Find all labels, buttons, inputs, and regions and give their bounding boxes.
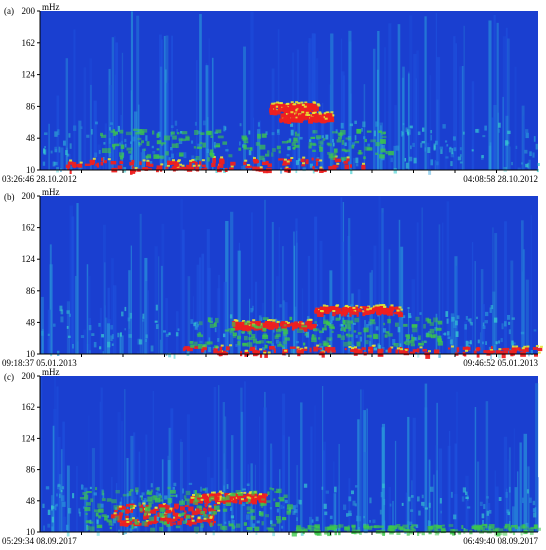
feature-green-2 [79,486,293,532]
start-time: 03:26:46 28.10.2012 [2,174,77,184]
y-tick-label: 48 [26,317,36,327]
feature-red-0 [314,304,404,318]
start-time: 05:29:34 08.09.2017 [2,536,77,546]
panel-label: (b) [4,192,15,202]
panel-label: (c) [4,372,14,382]
y-tick-label: 200 [22,191,36,201]
heatmap-texture [40,376,539,537]
heatmap-background [40,196,538,354]
panel-label: (a) [4,6,14,16]
y-tick-label: 86 [26,465,36,475]
y-tick-label: 48 [26,133,36,143]
feature-green-3 [100,128,394,162]
y-tick-label: 200 [22,6,36,16]
y-tick-label: 162 [22,402,36,412]
y-tick-label: 10 [26,349,36,359]
y-tick-label: 124 [22,70,36,80]
feature-red-0 [269,101,321,116]
unit-label: mHz [42,2,60,12]
start-time: 09:18:37 05.01.2013 [2,358,77,368]
y-tick-label: 48 [26,496,36,506]
y-tick-label: 124 [22,433,36,443]
y-tick-label: 10 [26,165,36,175]
y-tick-label: 162 [22,38,36,48]
feature-red-2 [182,344,543,359]
y-tick-label: 10 [26,527,36,537]
unit-label: mHz [42,187,60,197]
heatmap-texture [42,11,540,175]
y-tick-label: 200 [22,371,36,381]
spectrogram-panel-a: 200 162 124 86 48 10 mHz (a) 03:26:46 28.10.2012… [2,2,540,184]
spectrogram-panel-b: 200 162 124 86 48 10 mHz (b) 09:18:37 05.01.2013… [2,187,543,368]
end-time: 04:08:58 28.10.2012 [463,174,538,184]
feature-green-3 [189,316,443,349]
end-time: 06:49:40 08.09.2017 [463,536,538,546]
unit-label: mHz [42,367,60,377]
end-time: 09:46:52 05.01.2013 [463,358,538,368]
feature-red-1 [279,111,335,124]
spectrogram-panel-c: 200 162 124 86 48 10 mHz (c) 05:29:34 08.09.2017… [2,367,541,546]
y-tick-label: 86 [26,101,36,111]
heatmap-texture [40,196,537,360]
y-tick-label: 86 [26,286,36,296]
y-tick-label: 162 [22,223,36,233]
y-tick-label: 124 [22,254,36,264]
